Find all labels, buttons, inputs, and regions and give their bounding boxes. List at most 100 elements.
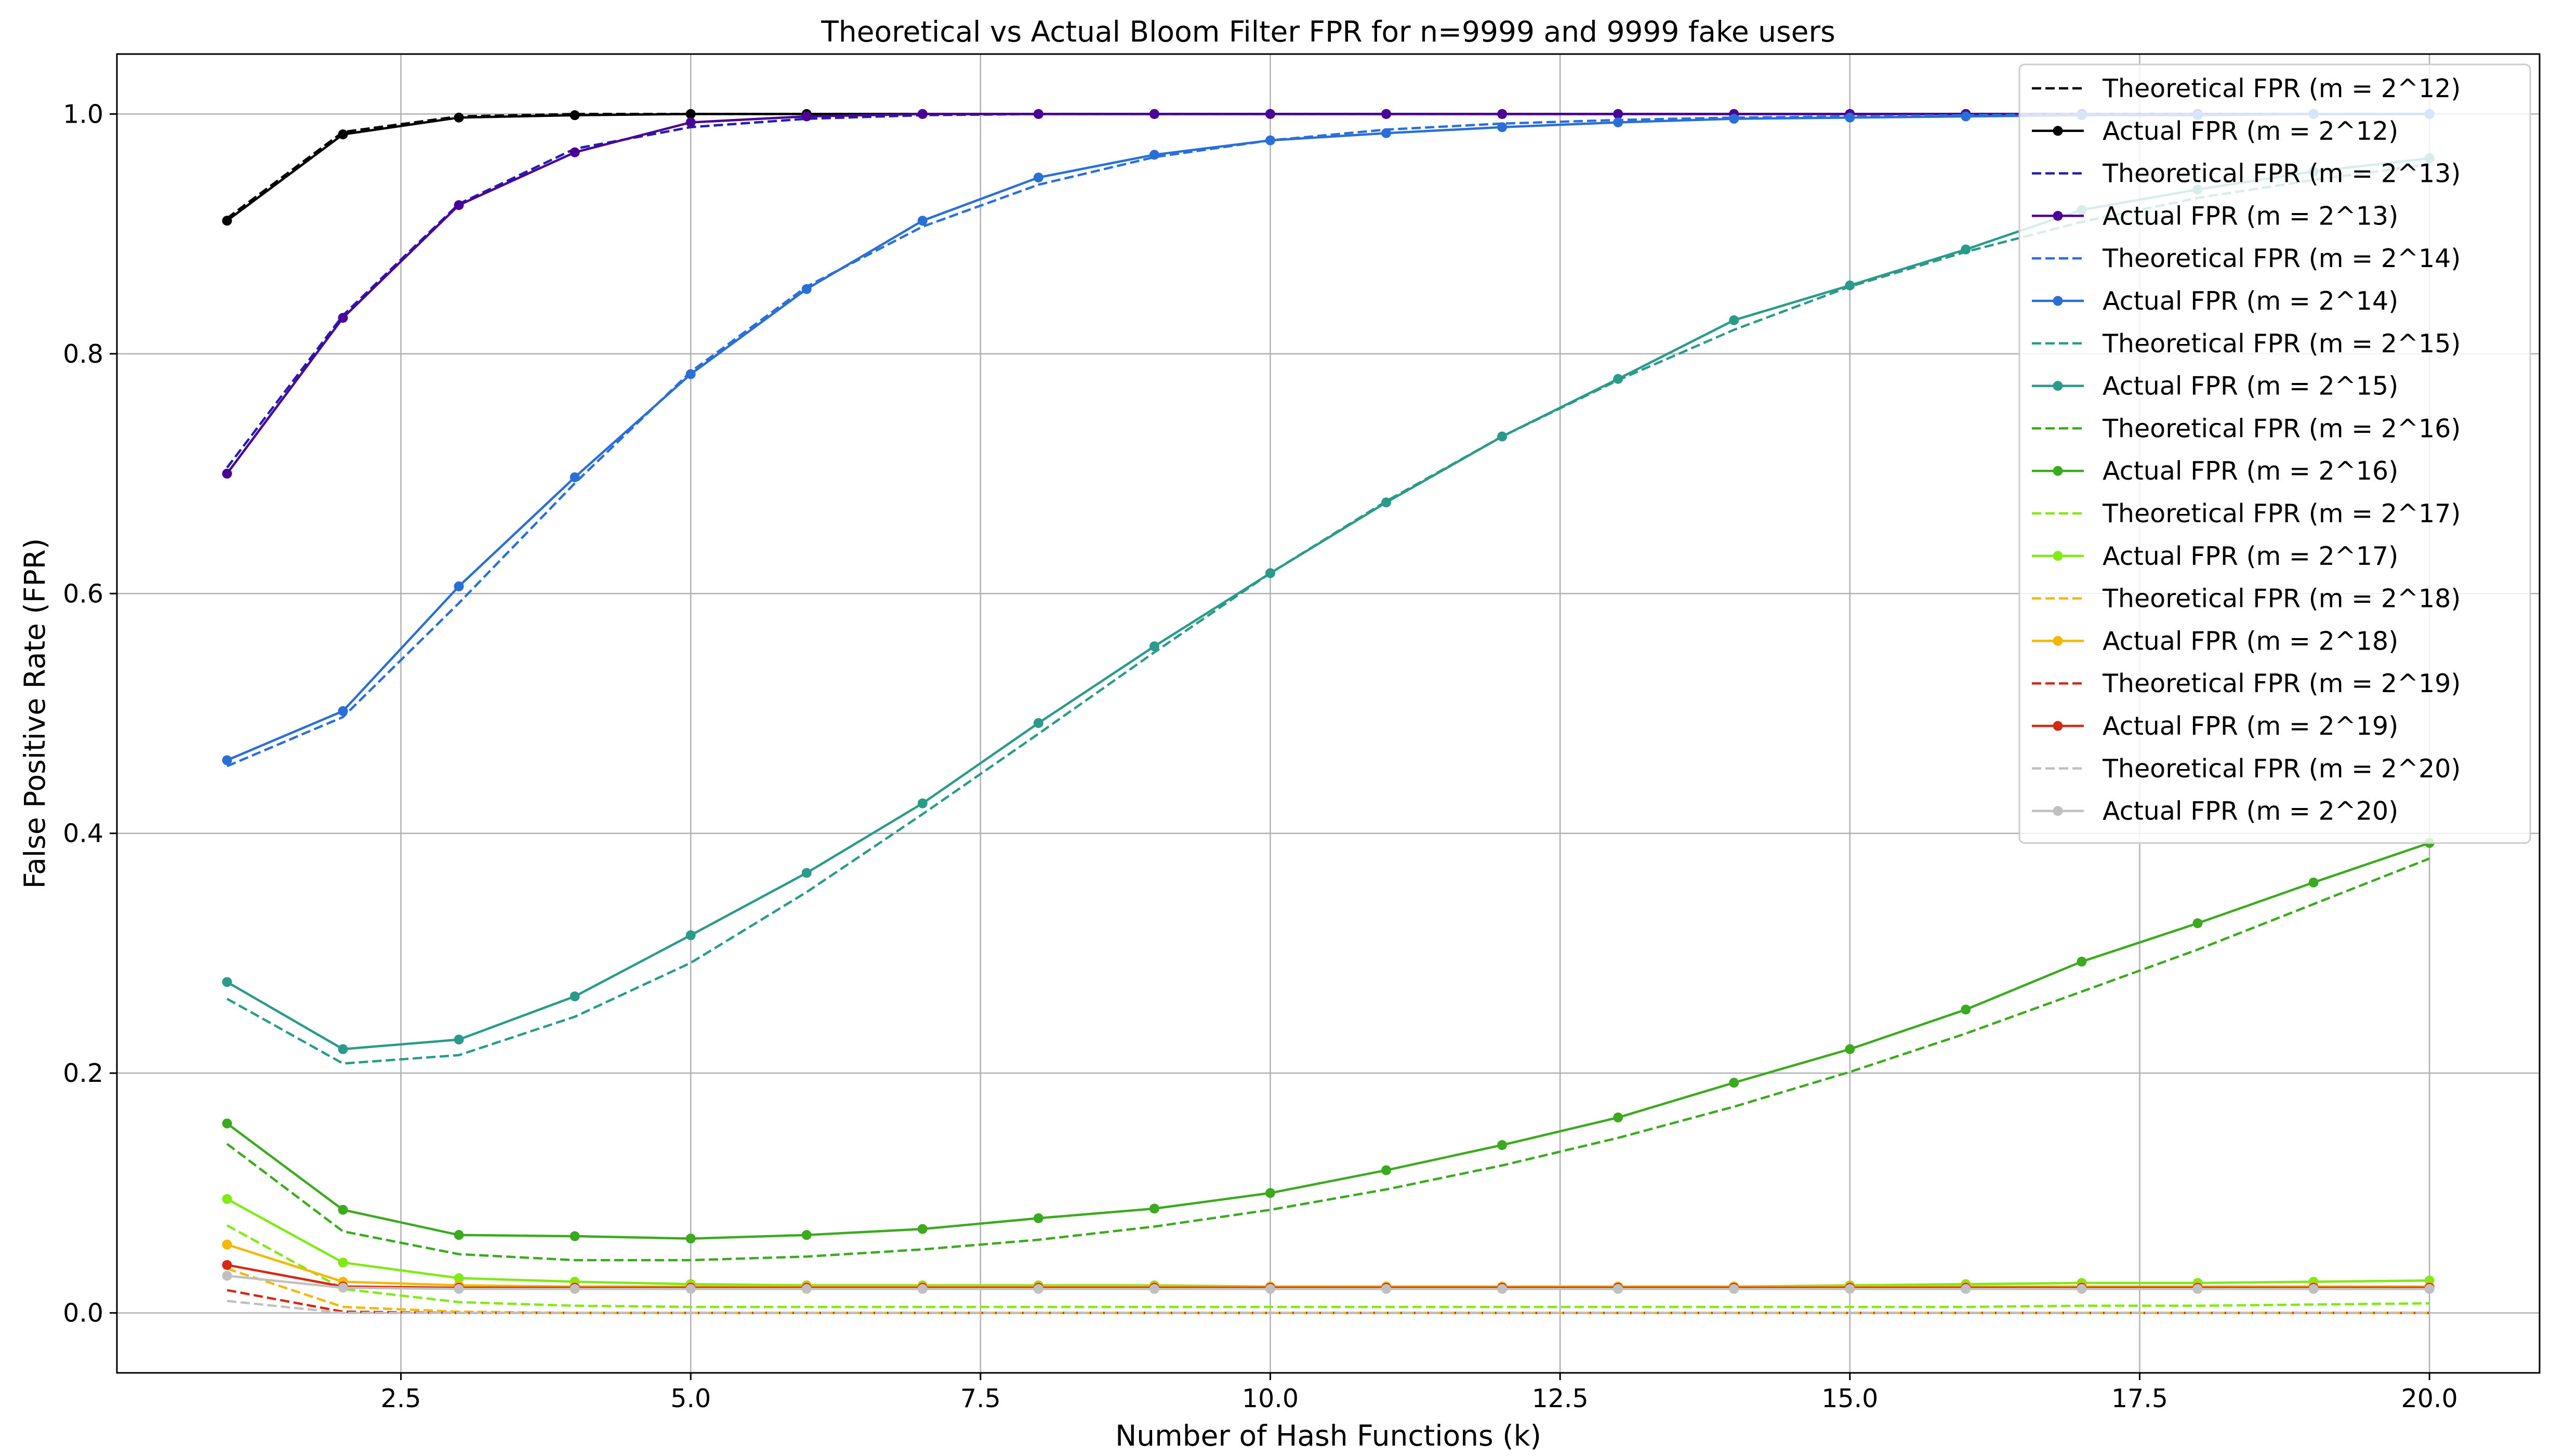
axes-frame [116, 53, 2541, 1374]
legend-entry-label: Actual FPR (m = 2^19) [2103, 711, 2398, 741]
data-point [1149, 641, 1159, 652]
data-point [222, 755, 232, 765]
legend-swatch-marker [2053, 296, 2063, 306]
data-point [1149, 1203, 1159, 1214]
data-point [1729, 315, 1739, 325]
data-point [1961, 1004, 1971, 1015]
data-point [917, 1224, 928, 1234]
legend-swatch-marker [2053, 210, 2063, 221]
x-tick-label: 20.0 [2401, 1384, 2458, 1413]
data-point [2077, 957, 2087, 967]
data-point [222, 1239, 232, 1250]
data-point [338, 1204, 348, 1215]
data-point [685, 1283, 696, 1294]
data-point [1613, 117, 1623, 128]
theoretical-line [226, 1224, 2430, 1308]
x-tick-label: 17.5 [2111, 1384, 2168, 1413]
data-point [222, 469, 232, 479]
data-point [917, 798, 928, 809]
x-tick-label: 15.0 [1821, 1384, 1878, 1413]
data-point [1961, 244, 1971, 255]
legend-entry-label: Actual FPR (m = 2^20) [2103, 797, 2398, 826]
series-9 [226, 857, 2430, 1262]
data-point [2424, 1283, 2435, 1294]
data-point [1033, 173, 1043, 183]
data-point [685, 930, 696, 941]
legend-entry-label: Actual FPR (m = 2^12) [2103, 116, 2398, 146]
x-tick-label: 10.0 [1242, 1384, 1299, 1413]
x-tick-label: 12.5 [1532, 1384, 1589, 1413]
theoretical-line [226, 857, 2430, 1262]
series-17 [227, 1300, 2430, 1314]
actual-line [227, 1243, 2430, 1288]
data-point [917, 109, 928, 119]
data-point [1497, 122, 1508, 133]
data-point [454, 200, 464, 210]
data-point [1961, 111, 1971, 122]
data-point [2077, 1283, 2087, 1294]
data-point [1149, 109, 1159, 119]
data-point [1033, 1283, 1043, 1294]
data-point [1729, 1078, 1739, 1088]
legend-entry-label: Theoretical FPR (m = 2^14) [2102, 244, 2461, 273]
legend-swatch-marker [2053, 806, 2063, 816]
data-point [2308, 877, 2319, 888]
data-point [801, 868, 812, 878]
data-point [1265, 568, 1275, 578]
data-point [222, 977, 232, 987]
data-point [570, 1231, 580, 1241]
data-point [1497, 1140, 1508, 1150]
legend-entry-label: Theoretical FPR (m = 2^13) [2102, 159, 2461, 189]
data-point [570, 110, 580, 121]
actual-line [227, 1274, 2430, 1290]
data-point [685, 117, 696, 128]
data-point [1497, 109, 1508, 119]
data-point [1381, 128, 1392, 138]
data-point [454, 581, 464, 591]
y-tick-label: 0.8 [63, 339, 103, 369]
data-point [570, 147, 580, 157]
legend: Theoretical FPR (m = 2^12) Actual FPR (m … [2018, 63, 2531, 844]
actual-line [226, 842, 2430, 1240]
legend-box [2018, 63, 2531, 844]
legend-swatch-marker [2053, 381, 2063, 391]
data-point [1729, 114, 1739, 124]
data-point [570, 472, 580, 482]
data-point [570, 991, 580, 1002]
legend-entry-label: Actual FPR (m = 2^14) [2103, 286, 2398, 316]
data-point [338, 313, 348, 323]
data-point [338, 706, 348, 716]
data-point [1265, 1188, 1275, 1198]
axis-ticks: 2.5 5.0 7.5 10.0 12.5 15.0 17.5 20.0 0.0 0.2 0.4 0.… [63, 99, 2458, 1413]
legend-entry-label: Theoretical FPR (m = 2^19) [2102, 669, 2461, 698]
data-point [1381, 1165, 1392, 1175]
data-point [222, 1270, 232, 1281]
data-point [1497, 431, 1508, 442]
legend-entry-label: Actual FPR (m = 2^13) [2103, 201, 2398, 231]
data-point [1845, 112, 1855, 123]
legend-entry-label: Actual FPR (m = 2^15) [2103, 372, 2398, 401]
legend-entry-label: Theoretical FPR (m = 2^15) [2102, 329, 2461, 359]
legend-swatch-marker [2053, 126, 2063, 136]
data-point [1381, 1283, 1392, 1294]
data-point [1381, 497, 1392, 508]
data-point [1033, 1213, 1043, 1223]
data-point [917, 216, 928, 226]
legend-entry-label: Theoretical FPR (m = 2^20) [2102, 754, 2461, 784]
legend-entry-label: Actual FPR (m = 2^16) [2103, 456, 2398, 486]
data-point [1381, 109, 1392, 119]
y-tick-label: 0.6 [63, 579, 103, 608]
data-point [1845, 1044, 1855, 1054]
data-point [2192, 1283, 2203, 1294]
legend-entry-label: Actual FPR (m = 2^18) [2103, 626, 2398, 656]
data-point [454, 112, 464, 123]
data-point [338, 129, 348, 140]
data-point [1845, 280, 1855, 290]
y-axis-title: False Positive Rate (FPR) [18, 538, 51, 889]
data-point [1265, 135, 1275, 145]
data-point [338, 1044, 348, 1054]
data-point [1265, 1283, 1275, 1294]
y-tick-label: 1.0 [63, 99, 103, 129]
legend-entry-label: Theoretical FPR (m = 2^16) [2102, 414, 2461, 443]
